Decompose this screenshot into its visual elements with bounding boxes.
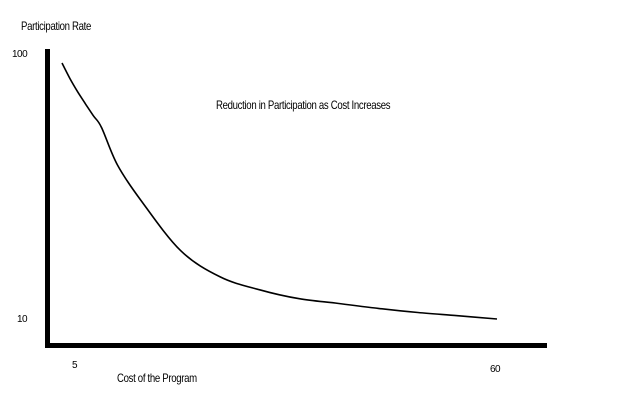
participation-curve (61, 62, 498, 320)
y-axis-tick-100: 100 (12, 49, 28, 60)
y-axis-title: Participation Rate (21, 19, 92, 33)
x-axis-title: Cost of the Program (117, 371, 197, 385)
x-axis-tick-5: 5 (72, 360, 78, 371)
chart-title: Reduction in Participation as Cost Incre… (216, 98, 391, 112)
x-axis-tick-60: 60 (490, 364, 501, 375)
y-axis-tick-10: 10 (17, 314, 28, 325)
